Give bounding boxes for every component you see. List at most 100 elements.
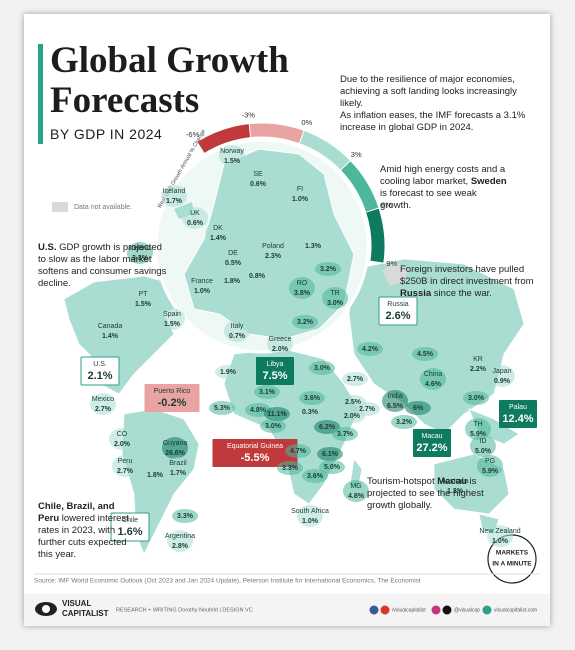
country-region: [465, 353, 491, 375]
subtitle: BY GDP IN 2024: [50, 126, 163, 142]
country-region: [219, 274, 245, 288]
country-value: 4.8%: [348, 493, 365, 500]
country-value: 1.0%: [194, 288, 211, 295]
country-name: SE: [253, 171, 263, 178]
country-value: 3.6%: [304, 395, 321, 402]
country-value: 1.8%: [147, 472, 164, 479]
legend-segment: [366, 208, 385, 264]
legend-tick-label: 0%: [301, 118, 312, 127]
country-value: 5.0%: [324, 464, 341, 471]
country-value: 1.7%: [170, 470, 187, 477]
country-name: Guyana: [163, 440, 188, 447]
social-icon: [369, 605, 379, 615]
legend-tick: [298, 128, 306, 144]
country-region: [391, 415, 417, 429]
country-value: 5.3%: [214, 405, 231, 412]
country-value: 0.6%: [187, 220, 204, 227]
country-value: 3.2%: [396, 419, 413, 426]
country-value: 6%: [413, 405, 424, 412]
country-value: 4.8%: [250, 407, 267, 414]
country-name: CO: [117, 431, 128, 438]
country-region: [277, 461, 303, 475]
country-name: FI: [297, 186, 303, 193]
country-value: 2.2%: [470, 366, 487, 373]
country-name: Iceland: [163, 188, 186, 195]
country-name: Equatorial Guinea: [227, 443, 283, 450]
annotation-text: is forecast to see weak growth.: [380, 188, 477, 211]
country-value: 2.7%: [95, 406, 112, 413]
credits: RESEARCH + WRITING Dorothy Neufeld | DES…: [116, 607, 253, 613]
country-value: 1.0%: [302, 518, 319, 525]
annotation-emphasis: Sweden: [470, 176, 507, 187]
infographic: Data not available. Source: IMF World Ec…: [24, 14, 550, 626]
country-value: 2.5%: [345, 399, 362, 406]
country-value: 3.6%: [307, 473, 324, 480]
country-region: [90, 393, 116, 415]
annotation: Tourism-hotspot Macau is projected to se…: [367, 476, 487, 512]
annotation-text: is projected to see the highest growth g…: [367, 476, 484, 511]
country-region: [189, 275, 215, 297]
social-icon: [442, 605, 452, 615]
country-name: New Zealand: [479, 528, 520, 535]
social-icon: [380, 605, 390, 615]
country-value: 0.3%: [302, 409, 319, 416]
country-name: UK: [190, 210, 200, 217]
country-name: Norway: [220, 148, 244, 155]
country-value: 26.6%: [165, 450, 186, 457]
country-name: Argentina: [165, 533, 195, 540]
title-line: Forecasts: [50, 80, 200, 121]
north-america: [63, 275, 185, 395]
country-box: [80, 356, 120, 386]
country-box: [499, 400, 537, 428]
country-region: [205, 222, 231, 244]
annotation-emphasis: Macau: [437, 476, 467, 487]
country-value: 2.0%: [344, 413, 361, 420]
country-name: Chile: [122, 517, 138, 524]
country-value: 3.3%: [177, 513, 194, 520]
legend-segment: [340, 160, 379, 213]
country-value: 12.4%: [502, 413, 533, 425]
country-box: [256, 357, 294, 385]
country-value: 1.4%: [210, 235, 227, 242]
country-value: -5.5%: [241, 452, 270, 464]
country-name: TR: [330, 290, 339, 297]
country-region: [215, 365, 241, 379]
country-name: Macau: [421, 433, 442, 440]
country-region: [465, 418, 491, 440]
country-value: 4.7%: [290, 448, 307, 455]
country-name: MG: [350, 483, 361, 490]
country-name: Brazil: [169, 460, 187, 467]
country-value: 0.5%: [225, 260, 242, 267]
country-region: [112, 455, 138, 477]
legend-tick: [248, 121, 252, 138]
footer-bar: [24, 594, 550, 626]
country-region: [339, 409, 365, 423]
country-value: 3.2%: [320, 266, 337, 273]
no-data-region: [382, 262, 408, 286]
country-value: 3.0%: [327, 300, 344, 307]
annotation: U.S. GDP growth is projected to slow as …: [38, 242, 168, 290]
country-name: TH: [473, 421, 482, 428]
country-value: 3.1%: [259, 389, 276, 396]
country-value: 1.9%: [220, 369, 237, 376]
country-value: 4.6%: [425, 381, 442, 388]
country-name: U.S.: [93, 361, 107, 368]
country-name: Ireland: [129, 245, 151, 252]
country-value: 3.7%: [337, 431, 354, 438]
country-region: [162, 437, 188, 459]
country-value: 7.5%: [262, 370, 287, 382]
country-region: [343, 480, 369, 502]
country-value: 1.0%: [492, 538, 509, 545]
country-value: 27.2%: [416, 442, 447, 454]
country-value: 1.7%: [166, 198, 183, 205]
country-region: [244, 269, 270, 283]
country-value: 0.8%: [249, 273, 266, 280]
country-region: [161, 185, 187, 207]
country-region: [487, 525, 513, 547]
country-region: [182, 207, 208, 229]
country-value: 2.8%: [172, 543, 189, 550]
country-box: [144, 384, 200, 412]
legend-segment: [249, 123, 304, 144]
country-region: [477, 455, 503, 477]
country-box: [413, 429, 451, 457]
